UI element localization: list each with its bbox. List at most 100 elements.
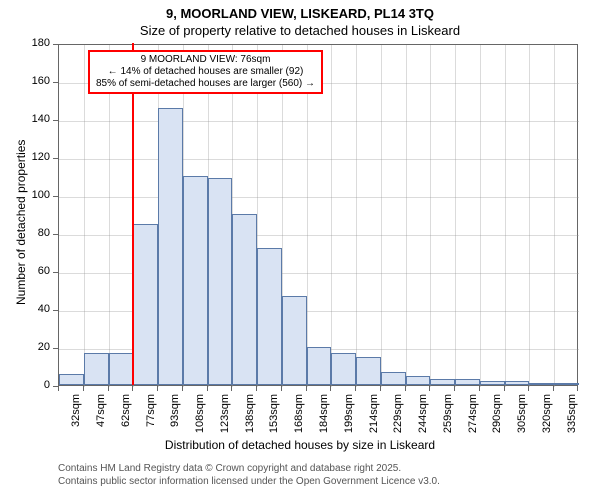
x-tick-label: 123sqm	[219, 394, 231, 444]
y-tick	[53, 120, 58, 121]
grid-line-v	[554, 45, 555, 387]
x-tick-label: 32sqm	[70, 394, 82, 444]
x-tick	[479, 386, 480, 391]
x-tick-label: 214sqm	[368, 394, 380, 444]
grid-line-v	[331, 45, 332, 387]
attribution-line2: Contains public sector information licen…	[58, 475, 440, 488]
x-tick	[207, 386, 208, 391]
x-tick-label: 290sqm	[491, 394, 503, 444]
y-tick-label: 40	[0, 303, 50, 315]
chart-title-line2: Size of property relative to detached ho…	[0, 23, 600, 38]
x-tick	[108, 386, 109, 391]
x-tick	[355, 386, 356, 391]
histogram-bar	[480, 381, 505, 385]
x-tick	[256, 386, 257, 391]
x-tick	[454, 386, 455, 391]
plot-area	[58, 44, 578, 386]
histogram-bar	[183, 176, 208, 385]
x-tick-label: 335sqm	[566, 394, 578, 444]
grid-line-v	[430, 45, 431, 387]
histogram-bar	[406, 376, 431, 386]
marker-line	[132, 43, 134, 385]
x-tick	[577, 386, 578, 391]
x-tick	[553, 386, 554, 391]
x-tick	[182, 386, 183, 391]
x-tick	[281, 386, 282, 391]
x-tick-label: 320sqm	[541, 394, 553, 444]
x-tick	[58, 386, 59, 391]
y-tick-label: 160	[0, 75, 50, 87]
y-tick	[53, 310, 58, 311]
x-tick-label: 199sqm	[343, 394, 355, 444]
y-tick	[53, 82, 58, 83]
x-tick-label: 168sqm	[293, 394, 305, 444]
x-tick	[132, 386, 133, 391]
x-tick-label: 244sqm	[417, 394, 429, 444]
histogram-bar	[208, 178, 233, 385]
x-tick	[330, 386, 331, 391]
x-tick	[504, 386, 505, 391]
grid-line-v	[529, 45, 530, 387]
grid-line-v	[356, 45, 357, 387]
y-tick	[53, 196, 58, 197]
histogram-bar	[282, 296, 307, 385]
histogram-bar	[430, 379, 455, 385]
callout-line2: ← 14% of detached houses are smaller (92…	[96, 66, 315, 78]
callout-line3: 85% of semi-detached houses are larger (…	[96, 78, 315, 90]
grid-line-h	[59, 159, 579, 160]
x-tick-label: 229sqm	[392, 394, 404, 444]
y-tick-label: 100	[0, 189, 50, 201]
histogram-bar	[356, 357, 381, 386]
histogram-bar	[109, 353, 134, 385]
x-tick	[380, 386, 381, 391]
histogram-bar	[59, 374, 84, 385]
x-tick-label: 153sqm	[268, 394, 280, 444]
grid-line-v	[84, 45, 85, 387]
grid-line-v	[480, 45, 481, 387]
x-tick	[231, 386, 232, 391]
histogram-bar	[257, 248, 282, 385]
y-tick	[53, 348, 58, 349]
y-tick-label: 20	[0, 341, 50, 353]
y-tick	[53, 234, 58, 235]
histogram-bar	[307, 347, 332, 385]
x-tick-label: 47sqm	[95, 394, 107, 444]
histogram-bar	[133, 224, 158, 386]
histogram-bar	[529, 383, 554, 385]
chart-title-block: 9, MOORLAND VIEW, LISKEARD, PL14 3TQ Siz…	[0, 0, 600, 38]
grid-line-h	[59, 121, 579, 122]
x-tick-label: 259sqm	[442, 394, 454, 444]
histogram-bar	[554, 383, 579, 385]
histogram-bar	[331, 353, 356, 385]
grid-line-v	[381, 45, 382, 387]
chart-title-line1: 9, MOORLAND VIEW, LISKEARD, PL14 3TQ	[0, 6, 600, 21]
y-tick	[53, 272, 58, 273]
x-tick-label: 77sqm	[145, 394, 157, 444]
x-tick-label: 274sqm	[467, 394, 479, 444]
x-tick	[429, 386, 430, 391]
x-tick-label: 62sqm	[120, 394, 132, 444]
x-tick	[157, 386, 158, 391]
y-tick-label: 140	[0, 113, 50, 125]
attribution-line1: Contains HM Land Registry data © Crown c…	[58, 462, 440, 475]
grid-line-v	[406, 45, 407, 387]
grid-line-v	[505, 45, 506, 387]
histogram-bar	[84, 353, 109, 385]
y-tick-label: 60	[0, 265, 50, 277]
grid-line-v	[307, 45, 308, 387]
y-tick	[53, 44, 58, 45]
histogram-bar	[158, 108, 183, 385]
x-tick	[83, 386, 84, 391]
histogram-bar	[381, 372, 406, 385]
x-tick-label: 93sqm	[169, 394, 181, 444]
grid-line-h	[59, 197, 579, 198]
histogram-bar	[455, 379, 480, 385]
y-tick-label: 0	[0, 379, 50, 391]
y-tick-label: 120	[0, 151, 50, 163]
y-tick-label: 80	[0, 227, 50, 239]
y-tick-label: 180	[0, 37, 50, 49]
grid-line-v	[109, 45, 110, 387]
x-tick-label: 138sqm	[244, 394, 256, 444]
attribution-block: Contains HM Land Registry data © Crown c…	[58, 462, 440, 488]
x-tick-label: 108sqm	[194, 394, 206, 444]
